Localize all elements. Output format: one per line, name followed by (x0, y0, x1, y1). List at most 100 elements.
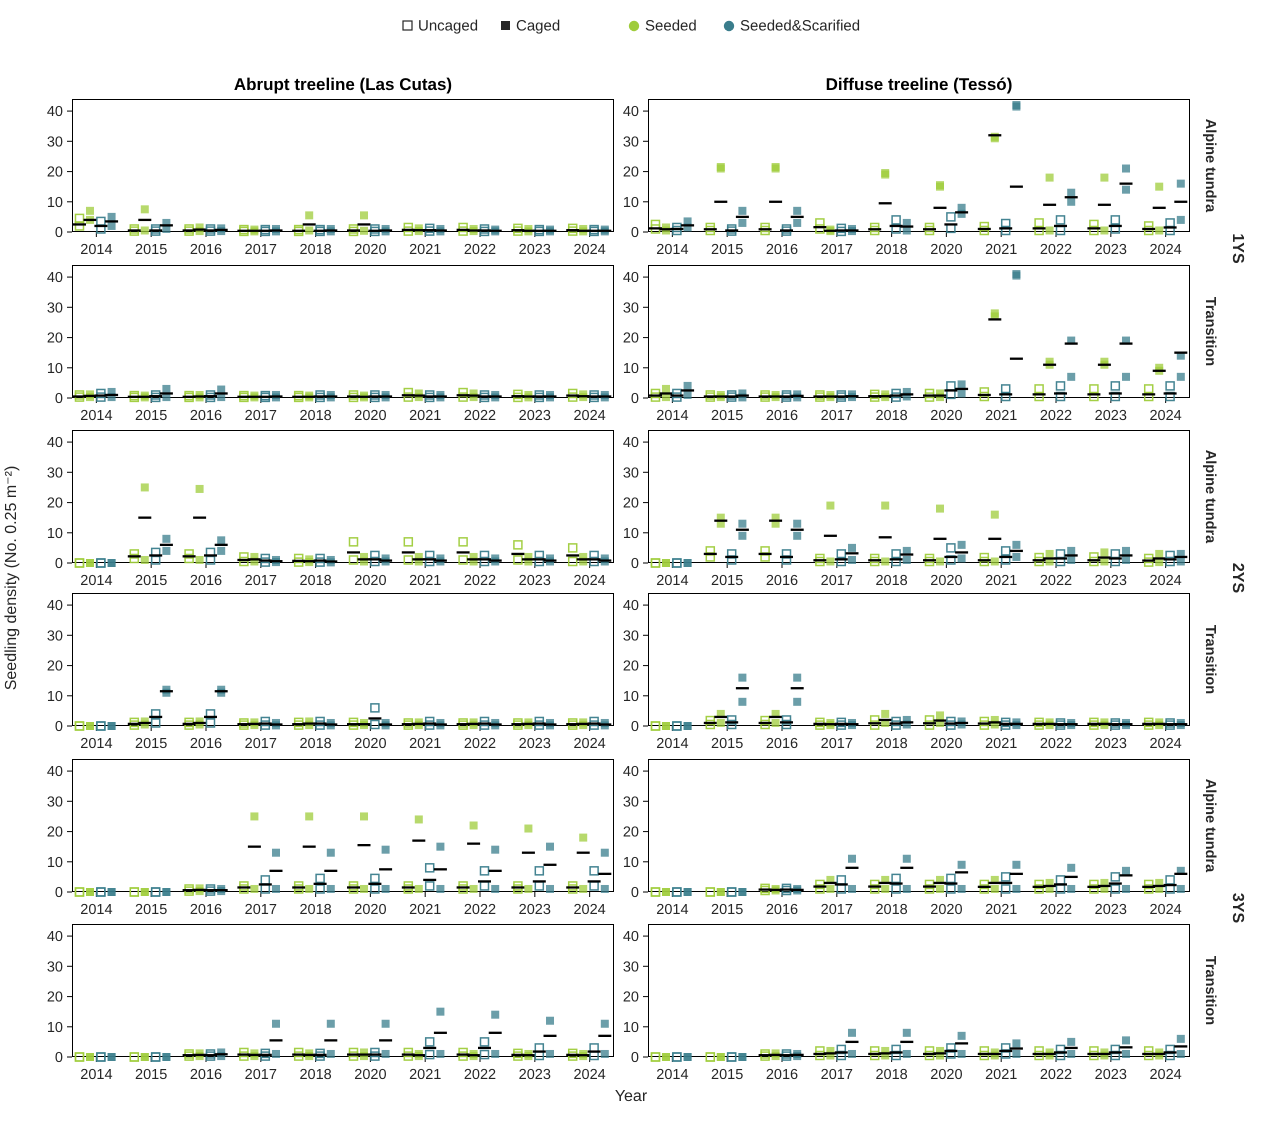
svg-text:2023: 2023 (519, 573, 551, 589)
svg-text:40: 40 (47, 435, 63, 451)
svg-text:2018: 2018 (875, 1067, 907, 1083)
svg-text:2022: 2022 (1040, 573, 1072, 589)
svg-text:2018: 2018 (875, 408, 907, 424)
svg-text:2015: 2015 (711, 408, 743, 424)
svg-text:2015: 2015 (135, 242, 167, 258)
svg-text:2022: 2022 (1040, 1067, 1072, 1083)
svg-text:2016: 2016 (766, 902, 798, 918)
svg-text:20: 20 (623, 496, 639, 512)
svg-text:2014: 2014 (80, 408, 112, 424)
svg-text:20: 20 (623, 825, 639, 841)
svg-text:2016: 2016 (766, 408, 798, 424)
svg-text:Seedling density (No. 0.25 m⁻²: Seedling density (No. 0.25 m⁻²) (3, 466, 20, 691)
svg-text:30: 30 (623, 134, 639, 150)
svg-text:20: 20 (623, 990, 639, 1006)
svg-text:2022: 2022 (464, 1067, 496, 1083)
svg-text:1YS: 1YS (1229, 233, 1246, 264)
svg-text:2023: 2023 (1095, 242, 1127, 258)
svg-text:2014: 2014 (80, 242, 112, 258)
svg-text:30: 30 (47, 300, 63, 316)
svg-text:10: 10 (623, 195, 639, 211)
svg-text:10: 10 (623, 1020, 639, 1036)
svg-text:Seeded: Seeded (645, 18, 697, 35)
svg-text:Transition: Transition (1202, 297, 1218, 366)
svg-text:Abrupt treeline (Las Cutas): Abrupt treeline (Las Cutas) (234, 75, 452, 94)
svg-text:2023: 2023 (1095, 736, 1127, 752)
svg-text:2014: 2014 (656, 736, 688, 752)
svg-text:40: 40 (47, 929, 63, 945)
svg-text:10: 10 (47, 1020, 63, 1036)
svg-text:2020: 2020 (930, 902, 962, 918)
svg-text:2014: 2014 (656, 1067, 688, 1083)
svg-text:Seeded&Scarified: Seeded&Scarified (740, 18, 860, 35)
svg-text:0: 0 (55, 391, 63, 407)
svg-text:30: 30 (47, 134, 63, 150)
svg-text:40: 40 (623, 435, 639, 451)
svg-text:2014: 2014 (656, 573, 688, 589)
svg-text:2015: 2015 (135, 1067, 167, 1083)
svg-text:10: 10 (623, 855, 639, 871)
svg-text:2024: 2024 (573, 736, 605, 752)
svg-text:2018: 2018 (299, 1067, 331, 1083)
svg-text:0: 0 (631, 1050, 639, 1066)
svg-text:2024: 2024 (573, 408, 605, 424)
svg-text:Alpine tundra: Alpine tundra (1202, 450, 1218, 544)
svg-text:2017: 2017 (821, 902, 853, 918)
svg-text:2017: 2017 (821, 242, 853, 258)
svg-text:10: 10 (623, 361, 639, 377)
svg-text:2024: 2024 (1149, 902, 1181, 918)
svg-text:2018: 2018 (875, 902, 907, 918)
svg-text:2018: 2018 (299, 408, 331, 424)
svg-text:40: 40 (47, 764, 63, 780)
svg-text:30: 30 (623, 794, 639, 810)
svg-text:20: 20 (47, 825, 63, 841)
svg-text:0: 0 (55, 885, 63, 901)
svg-text:2023: 2023 (1095, 1067, 1127, 1083)
svg-text:2016: 2016 (190, 1067, 222, 1083)
svg-text:2017: 2017 (821, 408, 853, 424)
svg-text:40: 40 (623, 270, 639, 286)
svg-text:2020: 2020 (930, 1067, 962, 1083)
svg-text:2023: 2023 (519, 408, 551, 424)
svg-text:2015: 2015 (135, 408, 167, 424)
svg-text:2023: 2023 (519, 1067, 551, 1083)
svg-text:40: 40 (623, 598, 639, 614)
svg-text:Caged: Caged (516, 18, 560, 35)
svg-text:10: 10 (47, 361, 63, 377)
svg-text:0: 0 (55, 556, 63, 572)
svg-text:2015: 2015 (711, 902, 743, 918)
svg-text:2020: 2020 (354, 242, 386, 258)
svg-text:2023: 2023 (1095, 573, 1127, 589)
svg-text:2021: 2021 (409, 408, 441, 424)
svg-text:2015: 2015 (711, 242, 743, 258)
svg-text:2020: 2020 (930, 408, 962, 424)
svg-text:0: 0 (55, 719, 63, 735)
svg-text:2020: 2020 (930, 736, 962, 752)
svg-text:Diffuse treeline (Tessó): Diffuse treeline (Tessó) (826, 75, 1013, 94)
svg-text:2014: 2014 (80, 573, 112, 589)
svg-text:2023: 2023 (519, 242, 551, 258)
svg-text:2020: 2020 (930, 573, 962, 589)
svg-text:2021: 2021 (409, 573, 441, 589)
svg-text:2015: 2015 (711, 1067, 743, 1083)
svg-text:2021: 2021 (409, 1067, 441, 1083)
svg-text:2017: 2017 (821, 573, 853, 589)
svg-text:0: 0 (631, 556, 639, 572)
svg-text:3YS: 3YS (1229, 893, 1246, 924)
svg-text:2021: 2021 (985, 573, 1017, 589)
svg-text:2016: 2016 (190, 242, 222, 258)
svg-text:30: 30 (623, 628, 639, 644)
svg-text:2018: 2018 (299, 573, 331, 589)
svg-text:30: 30 (623, 465, 639, 481)
svg-text:2022: 2022 (464, 408, 496, 424)
svg-text:2022: 2022 (464, 736, 496, 752)
svg-text:10: 10 (623, 526, 639, 542)
svg-text:2024: 2024 (1149, 736, 1181, 752)
svg-text:30: 30 (623, 959, 639, 975)
svg-text:2024: 2024 (573, 902, 605, 918)
svg-text:2020: 2020 (354, 408, 386, 424)
svg-text:2022: 2022 (1040, 736, 1072, 752)
svg-text:2022: 2022 (1040, 242, 1072, 258)
svg-text:Transition: Transition (1202, 625, 1218, 694)
svg-text:2021: 2021 (409, 242, 441, 258)
